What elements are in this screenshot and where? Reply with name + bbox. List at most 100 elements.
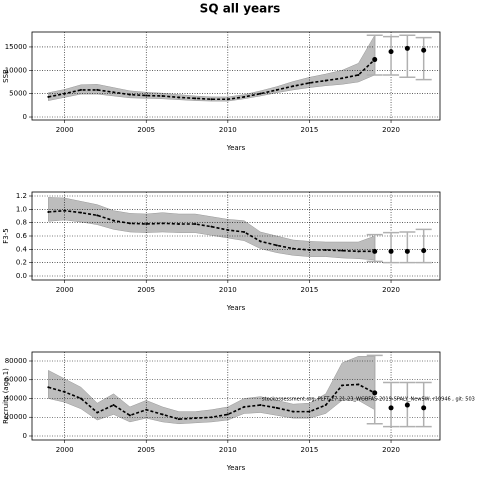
median-point xyxy=(177,96,180,99)
plot-frame xyxy=(31,351,441,441)
median-point xyxy=(128,222,131,225)
median-point xyxy=(194,223,197,225)
median-point xyxy=(292,247,295,250)
median-point xyxy=(210,98,213,101)
median-point xyxy=(161,94,164,97)
projection-point xyxy=(372,390,378,396)
y-tick-label: 0 xyxy=(23,113,27,121)
x-axis-label: Years xyxy=(226,464,246,472)
median-point xyxy=(210,225,213,228)
x-tick-label: 2005 xyxy=(137,446,155,454)
x-tick-label: 2010 xyxy=(219,446,237,454)
median-point xyxy=(128,93,131,96)
y-axis-label: SSB xyxy=(2,69,10,83)
x-tick-label: 2015 xyxy=(301,286,319,294)
median-point xyxy=(194,417,197,420)
y-axis-label: Recruits (age 1) xyxy=(2,368,10,424)
median-point xyxy=(79,211,82,214)
median-point xyxy=(259,92,262,95)
y-tick-label: 1.2 xyxy=(16,192,27,200)
median-point xyxy=(96,88,99,91)
median-point xyxy=(357,73,360,76)
y-tick-label: 60000 xyxy=(5,376,27,384)
confidence-band xyxy=(48,34,375,102)
median-point xyxy=(161,413,164,416)
x-tick-label: 2010 xyxy=(219,126,237,134)
y-tick-label: 0.8 xyxy=(16,219,27,227)
plot-frame xyxy=(31,31,441,121)
median-point xyxy=(63,92,66,95)
median-point xyxy=(259,404,262,407)
median-point xyxy=(324,249,327,251)
median-point xyxy=(275,244,278,247)
median-point xyxy=(243,95,246,98)
y-tick-label: 0.0 xyxy=(16,272,27,280)
projection-point xyxy=(372,248,378,254)
median-point xyxy=(112,219,115,222)
confidence-band xyxy=(48,356,375,425)
median-point xyxy=(63,209,66,212)
projection-point xyxy=(388,49,394,55)
y-tick-label: 5000 xyxy=(9,90,27,98)
median-point xyxy=(145,408,148,411)
projection-point xyxy=(404,402,410,408)
median-point xyxy=(194,97,197,100)
median-point xyxy=(96,411,99,414)
median-point xyxy=(243,231,246,233)
y-axis-label: F3-5 xyxy=(2,228,10,243)
y-tick-label: 0.2 xyxy=(16,259,27,267)
median-point xyxy=(145,94,148,97)
projection-point xyxy=(404,248,410,254)
median-point xyxy=(292,410,295,413)
y-tick-label: 15000 xyxy=(5,43,27,51)
median-point xyxy=(128,414,131,417)
y-tick-label: 0.4 xyxy=(16,245,28,253)
projection-point xyxy=(388,405,394,411)
x-tick-label: 2005 xyxy=(137,286,155,294)
x-tick-label: 2000 xyxy=(56,286,74,294)
x-tick-label: 2020 xyxy=(382,286,400,294)
annotation: stockassessment.org, PLFT 27.21-23_WGBFA… xyxy=(262,397,475,403)
x-tick-label: 2000 xyxy=(56,446,74,454)
median-point xyxy=(112,404,115,407)
y-tick-label: 1.0 xyxy=(16,205,27,213)
median-point xyxy=(308,249,311,251)
y-tick-label: 0.6 xyxy=(16,232,28,240)
projection-point xyxy=(421,405,427,411)
median-point xyxy=(47,211,50,213)
median-point xyxy=(324,404,327,407)
x-axis-label: Years xyxy=(226,304,246,312)
projection-point xyxy=(404,45,410,51)
projection-point xyxy=(421,248,427,254)
projection-point xyxy=(372,57,378,63)
median-point xyxy=(47,386,50,389)
median-point xyxy=(259,240,262,243)
x-tick-label: 2020 xyxy=(382,126,400,134)
median-point xyxy=(161,222,164,225)
median-point xyxy=(324,79,327,82)
x-tick-label: 2000 xyxy=(56,126,74,134)
median-point xyxy=(341,77,344,80)
median-point xyxy=(79,397,82,400)
chart-title: SQ all years xyxy=(200,2,281,16)
median-line xyxy=(48,58,376,101)
y-tick-label: 40000 xyxy=(5,394,27,402)
median-point xyxy=(341,384,344,387)
median-point xyxy=(210,416,213,419)
median-point xyxy=(96,214,99,217)
median-point xyxy=(226,229,229,231)
projection-point xyxy=(388,248,394,254)
median-point xyxy=(243,405,246,408)
median-point xyxy=(226,413,229,416)
x-tick-label: 2005 xyxy=(137,126,155,134)
median-point xyxy=(292,85,295,88)
median-point xyxy=(177,223,180,225)
median-point xyxy=(357,250,360,253)
median-point xyxy=(47,95,50,98)
y-tick-label: 20000 xyxy=(5,413,27,421)
median-point xyxy=(308,410,311,413)
y-tick-label: 0 xyxy=(23,432,27,440)
median-point xyxy=(308,81,311,84)
